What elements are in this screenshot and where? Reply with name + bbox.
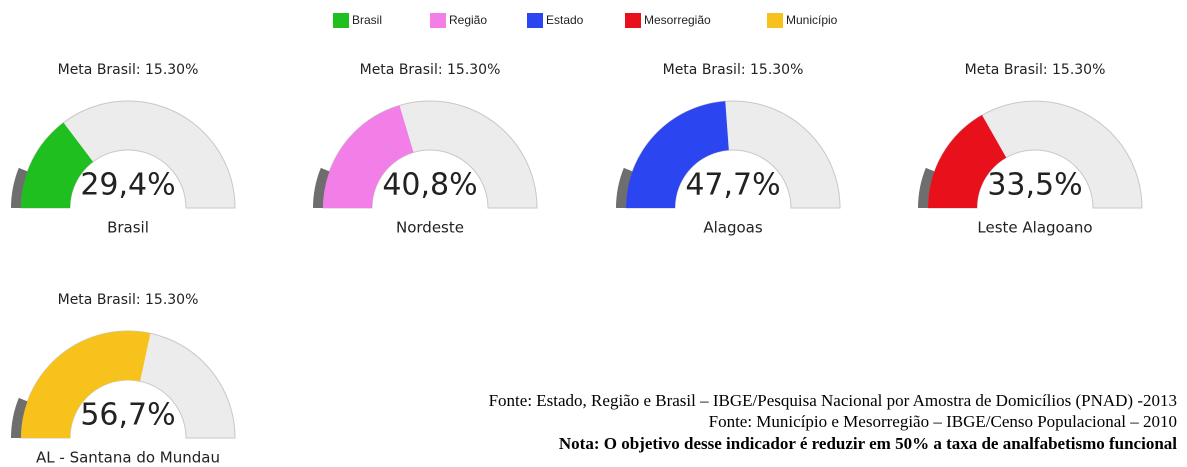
gauge-value [21,122,94,208]
gauge-label: Alagoas [703,219,763,237]
gauge-value [626,101,729,208]
legend-label: Brasil [352,13,382,27]
gauge-value [323,105,414,208]
gauge-title: Meta Brasil: 15.30% [965,62,1106,78]
gauge-value-label: 40,8% [382,168,477,203]
legend-label: Região [449,13,487,27]
legend-label: Mesorregião [644,13,711,27]
gauge-target-band [918,167,936,208]
gauge-target-band [11,167,29,208]
gauge-target-band [313,167,331,208]
gauge-title: Meta Brasil: 15.30% [663,62,804,78]
footnote: Fonte: Município e Mesorregião – IBGE/Ce… [709,412,1177,431]
footnote: Fonte: Estado, Região e Brasil – IBGE/Pe… [489,391,1177,410]
legend-swatch [625,13,641,28]
legend-label: Estado [546,13,584,27]
legend-swatch [767,13,783,28]
gauge-label: Nordeste [396,219,464,237]
gauge-value-label: 33,5% [987,168,1082,203]
gauge-label: Leste Alagoano [977,219,1092,237]
gauge-label: AL - Santana do Mundau [36,449,220,467]
legend-swatch [333,13,349,28]
gauge-value-label: 56,7% [80,398,175,433]
legend-label: Município [786,13,838,27]
gauge-label: Brasil [107,219,149,237]
note: Nota: O objetivo desse indicador é reduz… [559,434,1177,453]
legend-swatch [430,13,446,28]
gauge-value-label: 29,4% [80,168,175,203]
gauge-target-band [11,397,29,438]
gauge-value [21,331,151,438]
gauge-target-band [616,167,634,208]
gauge-title: Meta Brasil: 15.30% [58,62,199,78]
gauge-title: Meta Brasil: 15.30% [360,62,501,78]
legend-swatch [527,13,543,28]
gauge-value [928,115,1007,208]
gauge-value-label: 47,7% [685,168,780,203]
gauge-title: Meta Brasil: 15.30% [58,292,199,308]
